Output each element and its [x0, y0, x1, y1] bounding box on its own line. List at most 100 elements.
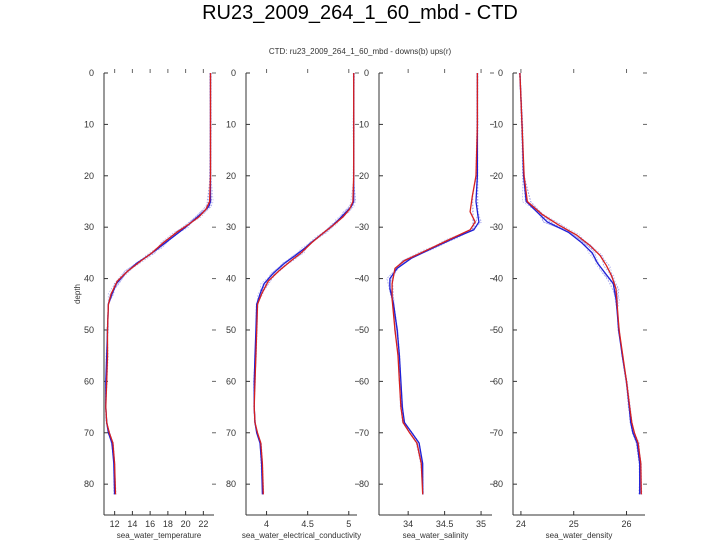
panel-temperature: 0 10 20 30 40 50 60 70 80 12 14 16 18 20 22 sea_water_t… [84, 68, 216, 540]
density-y-tick-label: 60 [493, 376, 503, 386]
temperature-series-downs [105, 73, 212, 495]
conductivity-y-tick-label: 10 [226, 119, 236, 129]
temperature-cast-spread [105, 73, 212, 495]
conductivity-y-tick-label: 70 [226, 428, 236, 438]
density-cast-spread [520, 72, 643, 495]
density-x-tick-label: 24 [516, 519, 526, 529]
density-cast-spread [519, 72, 641, 495]
conductivity-y-tick-label: 50 [226, 325, 236, 335]
salinity-y-tick-label: 40 [359, 274, 369, 284]
temperature-cast-spread [105, 72, 212, 495]
salinity-y-tick-label: 60 [359, 376, 369, 386]
salinity-y-tick-label: 10 [359, 119, 369, 129]
density-y-tick-label: 30 [493, 222, 503, 232]
density-y-tick-label: 0 [498, 68, 503, 78]
conductivity-cast-spread [253, 72, 355, 495]
temperature-cast-spread [105, 72, 213, 495]
depth-axis-label: depth [73, 284, 82, 304]
density-cast-spread [519, 72, 641, 495]
salinity-x-axis-label: sea_water_salinity [403, 531, 469, 540]
temperature-cast-spread [105, 72, 213, 495]
temperature-x-tick-label: 16 [145, 519, 155, 529]
density-cast-spread [518, 72, 640, 495]
temperature-y-tick-label: 50 [84, 325, 94, 335]
temperature-y-tick-label: 30 [84, 222, 94, 232]
conductivity-y-tick-label: 60 [226, 376, 236, 386]
density-cast-spread [519, 72, 640, 495]
conductivity-y-tick-label: 0 [231, 68, 236, 78]
conductivity-cast-spread [253, 72, 355, 495]
salinity-x-tick-label: 35 [476, 519, 486, 529]
density-y-tick-label: 70 [493, 428, 503, 438]
density-y-tick-label: 80 [493, 479, 503, 489]
density-cast-spread [520, 72, 642, 495]
conductivity-y-tick-label: 80 [226, 479, 236, 489]
slide-title: RU23_2009_264_1_60_mbd - CTD [202, 2, 518, 24]
salinity-y-tick-label: 20 [359, 171, 369, 181]
conductivity-cast-spread [253, 72, 356, 495]
density-x-tick-label: 26 [622, 519, 632, 529]
conductivity-cast-spread [253, 72, 355, 495]
density-x-axis-label: sea_water_density [546, 531, 613, 540]
conductivity-series-downs [253, 73, 355, 495]
temperature-x-tick-label: 22 [198, 519, 208, 529]
salinity-series-downs [389, 73, 480, 495]
salinity-cast-spread [391, 72, 483, 495]
salinity-x-tick-label: 34 [403, 519, 413, 529]
conductivity-series-ups [253, 73, 355, 495]
salinity-cast-spread [388, 72, 478, 495]
panel-salinity: 0 10 20 30 40 50 60 70 80 34 34.5 35 sea_water_salin… [359, 68, 494, 540]
panel-conductivity: 0 10 20 30 40 50 60 70 80 4 4.5 5 sea_water_electric… [226, 68, 361, 540]
salinity-y-tick-label: 70 [359, 428, 369, 438]
density-y-tick-label: 50 [493, 325, 503, 335]
density-series-ups [519, 72, 642, 495]
salinity-y-tick-label: 50 [359, 325, 369, 335]
salinity-cast-spread [388, 72, 478, 495]
temperature-x-tick-label: 20 [181, 519, 191, 529]
conductivity-cast-spread [253, 72, 355, 495]
density-series-downs [519, 72, 641, 495]
salinity-cast-spread [392, 72, 478, 495]
density-y-tick-label: 20 [493, 171, 503, 181]
density-y-tick-label: 40 [493, 274, 503, 284]
conductivity-x-tick-label: 5 [346, 519, 351, 529]
salinity-series-ups [391, 73, 479, 495]
conductivity-y-tick-label: 20 [226, 171, 236, 181]
density-y-tick-label: 10 [493, 119, 503, 129]
conductivity-x-tick-label: 4 [264, 519, 269, 529]
conductivity-y-tick-label: 40 [226, 274, 236, 284]
temperature-y-tick-label: 10 [84, 119, 94, 129]
conductivity-cast-spread [253, 72, 357, 495]
temperature-y-tick-label: 70 [84, 428, 94, 438]
temperature-y-tick-label: 20 [84, 171, 94, 181]
temperature-y-tick-label: 60 [84, 376, 94, 386]
salinity-cast-spread [386, 72, 479, 495]
temperature-cast-spread [105, 72, 212, 495]
figure-subtitle: CTD: ru23_2009_264_1_60_mbd - downs(b) u… [269, 47, 452, 56]
temperature-x-axis-label: sea_water_temperature [117, 531, 202, 540]
salinity-y-tick-label: 0 [364, 68, 369, 78]
salinity-x-tick-label: 34.5 [436, 519, 454, 529]
density-cast-spread [519, 72, 642, 495]
salinity-cast-spread [392, 72, 479, 495]
temperature-x-tick-label: 12 [110, 519, 120, 529]
temperature-cast-spread [105, 72, 211, 495]
conductivity-x-tick-label: 4.5 [301, 519, 314, 529]
temperature-y-tick-label: 40 [84, 274, 94, 284]
temperature-cast-spread [105, 72, 214, 495]
temperature-y-tick-label: 0 [89, 68, 94, 78]
conductivity-y-tick-label: 30 [226, 222, 236, 232]
conductivity-cast-spread [253, 72, 355, 495]
panel-density: 0 10 20 30 40 50 60 70 80 24 25 26 sea_water_density [493, 68, 647, 540]
temperature-cast-spread [105, 72, 212, 495]
temperature-series-ups [105, 73, 212, 495]
conductivity-x-axis-label: sea_water_electrical_conductivity [242, 531, 361, 540]
density-cast-spread [519, 72, 642, 495]
conductivity-cast-spread [254, 72, 355, 495]
temperature-x-tick-label: 14 [127, 519, 137, 529]
density-x-tick-label: 25 [569, 519, 579, 529]
temperature-x-tick-label: 18 [163, 519, 173, 529]
temperature-y-tick-label: 80 [84, 479, 94, 489]
